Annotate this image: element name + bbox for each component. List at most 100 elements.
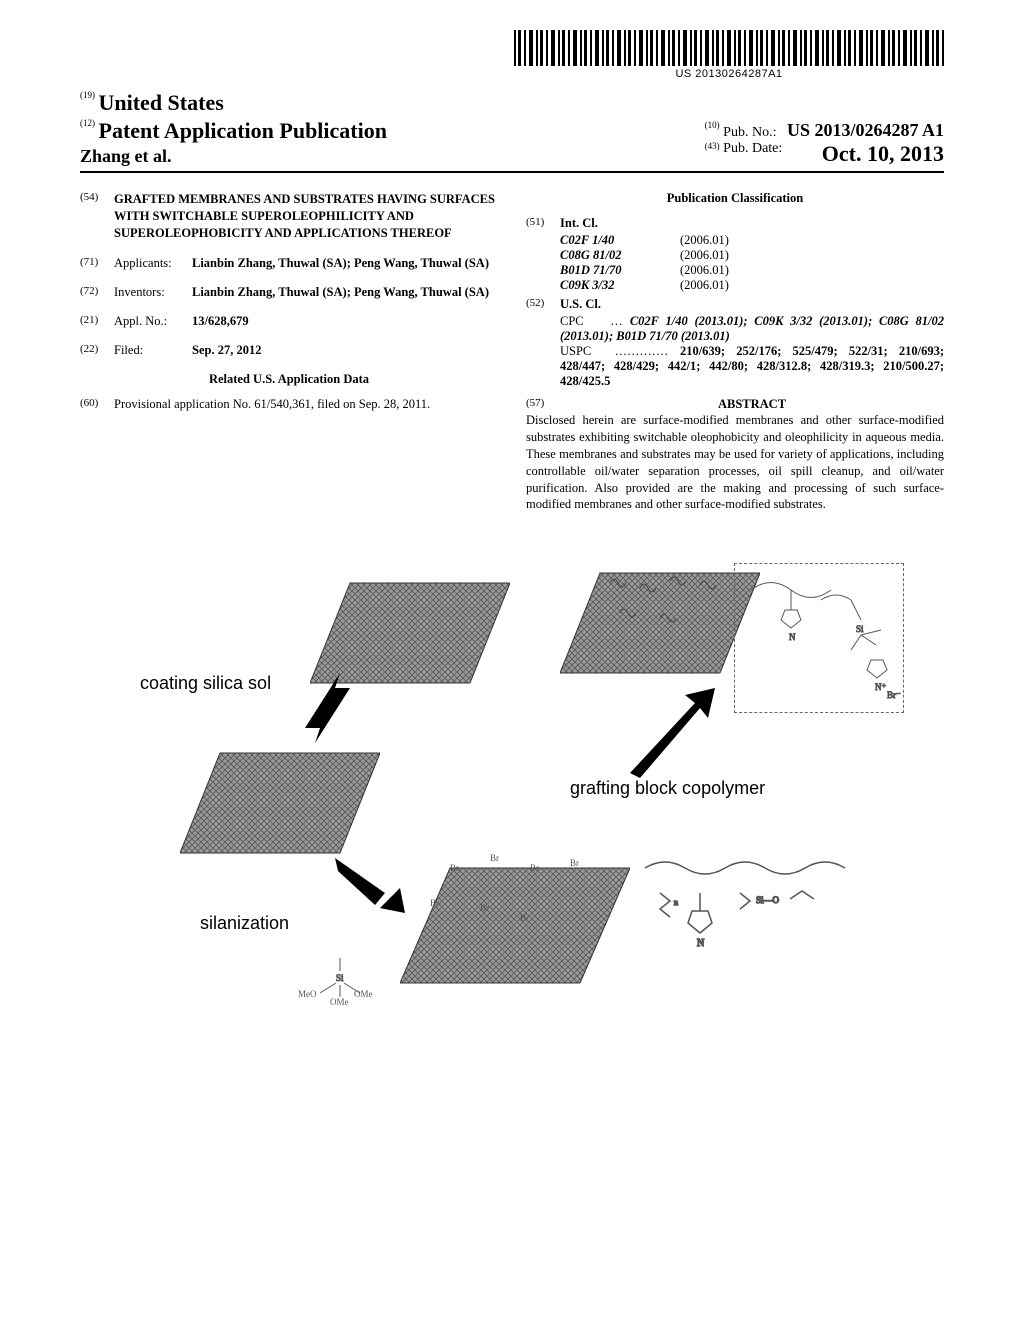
intcl-row-2: B01D 71/70 (2006.01)	[560, 263, 944, 278]
field-71-label: Applicants:	[114, 256, 192, 271]
intcl-year-3: (2006.01)	[680, 278, 944, 293]
header-authors: Zhang et al.	[80, 146, 387, 167]
intcl-year-0: (2006.01)	[680, 233, 944, 248]
left-column: (54) GRAFTED MEMBRANES AND SUBSTRATES HA…	[80, 191, 498, 513]
related-heading: Related U.S. Application Data	[80, 372, 498, 387]
intcl-table: C02F 1/40 (2006.01) C08G 81/02 (2006.01)…	[560, 233, 944, 293]
field-21-num: (21)	[80, 314, 114, 329]
barcode-number: US 20130264287A1	[514, 68, 944, 80]
br-label-1: Br	[450, 863, 459, 873]
svg-text:N⁺: N⁺	[875, 682, 886, 692]
pubno-label: Pub. No.:	[723, 125, 776, 140]
arrow-silanization-icon	[330, 853, 410, 923]
br-label-5: Br	[480, 903, 489, 913]
uscl-label: U.S. Cl.	[560, 297, 944, 312]
uspc-block: USPC ............. 210/639; 252/176; 525…	[560, 344, 944, 389]
country: United States	[99, 90, 224, 115]
ome-label-1: OMe	[354, 989, 373, 999]
field-21: (21) Appl. No.: 13/628,679	[80, 314, 498, 329]
filed-date-text: Sep. 27, 2012	[192, 343, 261, 357]
doctype: Patent Application Publication	[99, 118, 387, 143]
svg-text:n: n	[674, 898, 678, 907]
abstract-body: Disclosed herein are surface-modified me…	[526, 412, 944, 513]
field-60: (60) Provisional application No. 61/540,…	[80, 397, 498, 412]
applicants: Lianbin Zhang, Thuwal (SA); Peng Wang, T…	[192, 256, 498, 271]
ome-label-2: OMe	[330, 997, 349, 1007]
intcl-code-3: C09K 3/32	[560, 278, 680, 293]
mesh-silanized	[400, 853, 630, 1003]
field-54-num: (54)	[80, 191, 114, 242]
field-57: (57) ABSTRACT	[526, 397, 944, 412]
mesh-grafted	[560, 563, 760, 693]
intcl-year-1: (2006.01)	[680, 248, 944, 263]
cpc-block: CPC ... C02F 1/40 (2013.01); C09K 3/32 (…	[560, 314, 944, 344]
br-label-7: Br	[430, 898, 439, 908]
cpc-label: CPC	[560, 314, 604, 329]
intcl-label-text: Int. Cl.	[560, 216, 598, 230]
field-71-num: (71)	[80, 256, 114, 271]
field-60-num: (60)	[80, 397, 114, 412]
intcl-code-1: C08G 81/02	[560, 248, 680, 263]
field-52: (52) U.S. Cl.	[526, 297, 944, 312]
provisional-text: Provisional application No. 61/540,361, …	[114, 397, 498, 412]
field-72-num: (72)	[80, 285, 114, 300]
pubdate: Oct. 10, 2013	[822, 141, 944, 167]
silane-molecule: Si MeO OMe OMe	[300, 953, 380, 1005]
label-coating: coating silica sol	[140, 673, 271, 694]
right-column: Publication Classification (51) Int. Cl.…	[526, 191, 944, 513]
intcl-row-0: C02F 1/40 (2006.01)	[560, 233, 944, 248]
field-21-label: Appl. No.:	[114, 314, 192, 329]
biblio-columns: (54) GRAFTED MEMBRANES AND SUBSTRATES HA…	[80, 191, 944, 513]
field-71: (71) Applicants: Lianbin Zhang, Thuwal (…	[80, 256, 498, 271]
code-43: (43)	[705, 141, 720, 151]
chem-inset-box: N Si N⁺ Br⁻	[734, 563, 904, 713]
field-22-num: (22)	[80, 343, 114, 358]
header-left: (19) United States (12) Patent Applicati…	[80, 90, 387, 167]
barcode: US 20130264287A1	[514, 30, 944, 80]
copolymer-sketch-icon: N n Si—O	[640, 853, 860, 973]
invention-title: GRAFTED MEMBRANES AND SUBSTRATES HAVING …	[114, 191, 498, 242]
intcl-row-3: C09K 3/32 (2006.01)	[560, 278, 944, 293]
header-right: (10) Pub. No.: US 2013/0264287 A1 (43) P…	[705, 120, 944, 167]
field-51: (51) Int. Cl.	[526, 216, 944, 231]
classification-heading: Publication Classification	[526, 191, 944, 206]
svg-text:Br⁻: Br⁻	[887, 690, 901, 700]
figure-region: N Si N⁺ Br⁻ Br Br Br Br Br Br	[80, 553, 944, 1023]
chem-structure-icon: N Si N⁺ Br⁻	[741, 570, 901, 710]
inventors-text: Lianbin Zhang, Thuwal (SA); Peng Wang, T…	[192, 285, 489, 299]
appl-no: 13/628,679	[192, 314, 498, 329]
br-label-3: Br	[530, 863, 539, 873]
inventors: Lianbin Zhang, Thuwal (SA); Peng Wang, T…	[192, 285, 498, 300]
barcode-region: US 20130264287A1	[80, 30, 944, 82]
field-72-label: Inventors:	[114, 285, 192, 300]
intcl-row-1: C08G 81/02 (2006.01)	[560, 248, 944, 263]
field-57-num: (57)	[526, 397, 560, 412]
pubdate-label: Pub. Date:	[723, 141, 782, 156]
svg-text:N: N	[697, 938, 704, 949]
br-label-4: Br	[570, 858, 579, 868]
meo-label: MeO	[298, 989, 317, 999]
cpc-dots: ...	[611, 314, 623, 328]
copolymer-sketch: N n Si—O	[640, 853, 860, 975]
intcl-code-2: B01D 71/70	[560, 263, 680, 278]
intcl-year-2: (2006.01)	[680, 263, 944, 278]
svg-text:Si: Si	[336, 973, 344, 983]
svg-text:Si—O: Si—O	[756, 895, 780, 905]
header-country-line: (19) United States	[80, 90, 387, 116]
field-72: (72) Inventors: Lianbin Zhang, Thuwal (S…	[80, 285, 498, 300]
applicants-text: Lianbin Zhang, Thuwal (SA); Peng Wang, T…	[192, 256, 489, 270]
intcl-code-0: C02F 1/40	[560, 233, 680, 248]
arrow-coating-icon	[295, 668, 355, 748]
code-10: (10)	[705, 120, 720, 130]
code-19: (19)	[80, 90, 95, 100]
br-label-2: Br	[490, 853, 499, 863]
header-doctype-line: (12) Patent Application Publication	[80, 118, 387, 144]
arrow-grafting-icon	[620, 683, 720, 783]
abstract-heading: ABSTRACT	[560, 397, 944, 412]
filed-date: Sep. 27, 2012	[192, 343, 498, 358]
code-12: (12)	[80, 118, 95, 128]
pubdate-line: (43) Pub. Date: Oct. 10, 2013	[705, 141, 944, 167]
header-block: (19) United States (12) Patent Applicati…	[80, 90, 944, 173]
field-22: (22) Filed: Sep. 27, 2012	[80, 343, 498, 358]
uspc-dots: .............	[615, 344, 669, 358]
